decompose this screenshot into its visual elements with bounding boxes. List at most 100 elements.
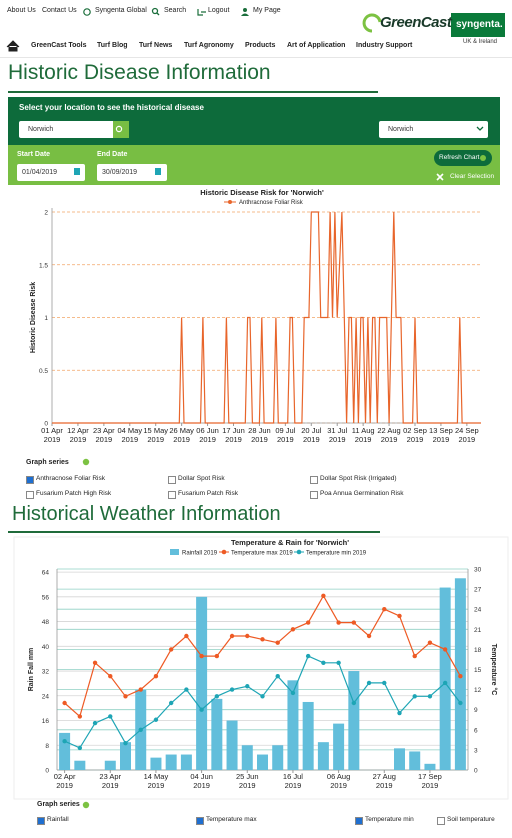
x-tick-label: 25 Jun 2019 (236, 772, 259, 790)
point (336, 620, 341, 625)
point (275, 640, 280, 645)
x-tick-label: 02 Sep 2019 (403, 426, 427, 444)
chart-title: Temperature & Rain for 'Norwich' (231, 538, 349, 547)
series-line (52, 211, 481, 424)
checkbox[interactable] (26, 491, 34, 499)
x-tick-label: 23 Apr 2019 (99, 772, 122, 790)
checkbox[interactable] (310, 476, 318, 484)
menu-item[interactable]: GreenCast Tools (31, 42, 87, 49)
bar (394, 748, 405, 770)
y2-tick-label: 3 (474, 747, 478, 754)
point (229, 687, 235, 692)
point (305, 653, 311, 659)
menu-item[interactable]: Turf Blog (97, 42, 128, 49)
x-tick-label: 23 Apr 2019 (93, 426, 115, 444)
menu-item[interactable]: Turf Agronomy (184, 42, 234, 49)
checkbox-label: Fusarium Patch Risk (178, 490, 238, 497)
point (397, 613, 402, 619)
refresh-label[interactable]: Refresh Chart (439, 154, 480, 161)
refresh-button[interactable] (434, 150, 492, 166)
menu-item[interactable]: Turf News (139, 42, 173, 49)
top-nav-link[interactable]: About Us (7, 7, 36, 14)
top-nav-link[interactable]: My Page (253, 7, 281, 14)
point (427, 640, 433, 645)
checkbox[interactable] (37, 817, 45, 825)
point (108, 674, 113, 679)
menu-item[interactable]: Products (245, 42, 276, 49)
top-nav-link[interactable]: Search (164, 7, 187, 14)
info-icon[interactable] (82, 458, 90, 466)
end-date-input[interactable] (97, 164, 167, 181)
location-dropdown[interactable] (379, 121, 488, 138)
top-nav-link[interactable]: Syngenta Global (95, 7, 147, 14)
logo-syngenta: syngenta. (456, 19, 503, 30)
bar (226, 720, 238, 770)
calendar-icon[interactable] (74, 168, 80, 175)
bar (272, 745, 284, 770)
bar (424, 763, 436, 770)
bar (180, 754, 192, 770)
y-tick-label: 48 (42, 619, 50, 626)
point (214, 653, 220, 659)
checkbox[interactable] (168, 491, 176, 499)
legend-marker (296, 549, 302, 555)
checkbox[interactable] (355, 817, 363, 825)
checkbox-label: Temperature max (206, 816, 257, 823)
clear-icon[interactable] (436, 173, 444, 181)
logout-icon (197, 9, 206, 16)
section-heading: Historic Disease Information (8, 61, 271, 84)
bar (333, 723, 345, 770)
checkbox-label: Soil temperature (447, 816, 495, 823)
x-tick-label: 17 Sep 2019 (418, 772, 442, 790)
clear-selection[interactable]: Clear Selection (450, 173, 495, 180)
point (138, 687, 143, 692)
menu-item[interactable]: Industry Support (356, 42, 413, 49)
x-tick-label: 31 Jul 2019 (327, 426, 348, 444)
calendar-icon[interactable] (155, 168, 161, 175)
legend-label: Rainfall 2019 (182, 551, 218, 557)
start-date-input[interactable] (17, 164, 85, 181)
greencast-logo-swirl (362, 13, 382, 33)
point (138, 727, 143, 732)
checkbox-label: Fusarium Patch High Risk (36, 490, 112, 497)
checkbox-label: Anthracnose Foliar Risk (36, 475, 105, 482)
checkbox[interactable] (168, 476, 176, 484)
x-tick-label: 04 May 2019 (117, 426, 143, 444)
point (412, 694, 417, 699)
checkbox[interactable] (310, 491, 318, 499)
x-tick-label: 27 Aug 2019 (372, 772, 396, 790)
y-axis-label: Rain Fall mm (28, 648, 35, 692)
x-tick-label: 20 Jul 2019 (301, 426, 322, 444)
home-icon[interactable] (6, 40, 20, 52)
point (168, 647, 174, 652)
x-tick-label: 11 Aug 2019 (351, 426, 375, 444)
y2-tick-label: 18 (474, 647, 482, 654)
x-tick-label: 28 Jun 2019 (248, 426, 271, 444)
section-heading: Historical Weather Information (12, 503, 281, 525)
y2-axis-label: Temperature °C (490, 644, 498, 696)
checkbox[interactable] (196, 817, 204, 825)
y-tick-label: 32 (42, 669, 50, 676)
point (199, 707, 204, 712)
top-nav-link[interactable]: Logout (208, 7, 230, 14)
point (153, 674, 159, 679)
point (290, 627, 296, 632)
point (184, 633, 189, 639)
point (397, 710, 402, 716)
menu-item[interactable]: Art of Application (287, 42, 346, 49)
info-icon[interactable] (82, 801, 90, 809)
y2-tick-label: 0 (474, 768, 478, 775)
heading-underline (8, 91, 378, 93)
x-tick-label: 26 May 2019 (169, 426, 194, 444)
checkbox[interactable] (437, 817, 445, 825)
x-tick-label: 24 Sep 2019 (454, 426, 479, 444)
y-tick-label: 0 (44, 421, 48, 428)
search-input[interactable] (19, 121, 113, 138)
y2-tick-label: 27 (474, 587, 482, 594)
top-nav-link[interactable]: Contact Us (42, 7, 77, 14)
point (458, 674, 463, 679)
y2-tick-label: 21 (474, 627, 482, 634)
point (123, 694, 128, 699)
checkbox[interactable] (26, 476, 34, 484)
